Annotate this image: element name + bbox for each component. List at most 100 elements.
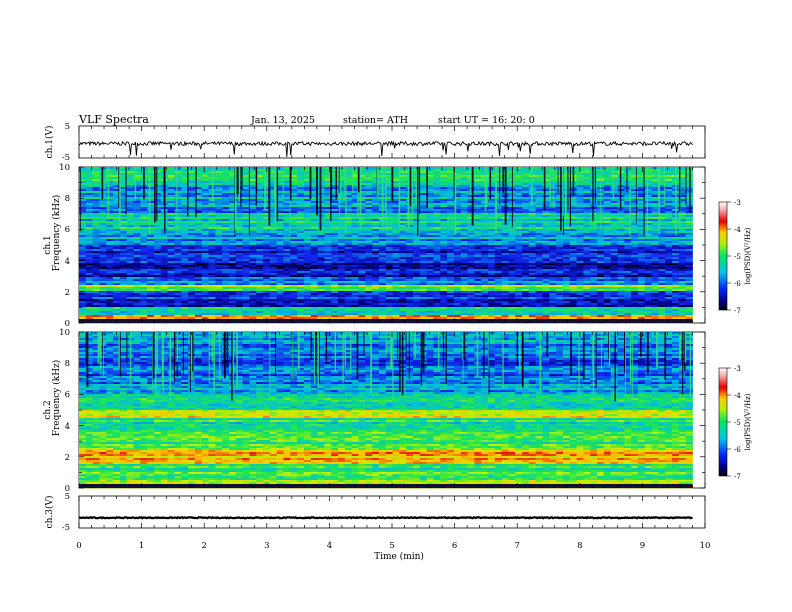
spectrogram-cell [637, 209, 646, 212]
spectrogram-cell [303, 175, 312, 178]
spectrogram-cell [610, 241, 618, 244]
spectrogram-cell [508, 241, 516, 244]
spectrogram-cell [440, 203, 448, 206]
spectrogram-cell [406, 205, 414, 208]
spectrogram-cell [133, 221, 141, 224]
spectrogram-cell [365, 253, 373, 256]
spectrogram-cell [467, 273, 475, 276]
spectrogram-cell [303, 225, 312, 228]
spectrogram-cell [631, 219, 639, 222]
spectrogram-cell [644, 187, 652, 190]
spectrogram-cell [651, 215, 659, 218]
spectrogram-cell [672, 263, 680, 266]
spectrogram-cell [522, 265, 530, 268]
spectrogram-cell [453, 267, 462, 270]
spectrogram-cell [672, 265, 680, 268]
spectrogram-cell [617, 249, 625, 252]
spectrogram-cell [303, 233, 312, 236]
spectrogram-cell [167, 247, 175, 250]
spectrogram-cell [215, 185, 223, 188]
spectrogram-cell [665, 205, 673, 208]
spectrogram-cell [222, 245, 230, 248]
spectrogram-cell [167, 275, 175, 278]
spectrogram-cell [106, 223, 114, 226]
spectrogram-cell [651, 231, 659, 234]
spectrogram-cell [344, 213, 353, 216]
spectrogram-cell [378, 235, 387, 238]
spectrogram-cell [174, 213, 182, 216]
spectrogram-cell [685, 215, 693, 218]
spectrogram-cell [419, 239, 428, 242]
spectrogram-cell [140, 249, 148, 252]
spectrogram-cell [358, 247, 366, 250]
spectrogram-cell [522, 227, 530, 230]
spectrogram-cell [522, 201, 530, 204]
spectrogram-cell [419, 249, 428, 252]
spectrogram-cell [324, 233, 332, 236]
spectrogram-cell [678, 239, 687, 242]
spectrogram-cell [576, 237, 584, 240]
spectrogram-cell [222, 239, 230, 242]
spectrogram-cell [413, 257, 421, 260]
spectrogram-cell [310, 267, 318, 270]
spectrogram-cell [426, 229, 434, 232]
spectrogram-cell [133, 253, 141, 256]
spectrogram-cell [583, 215, 591, 218]
spectrogram-cell [365, 235, 373, 238]
spectrogram-cell [228, 169, 237, 172]
spectrogram-cell [372, 233, 380, 236]
spectrogram-cell [215, 215, 223, 218]
spectrogram-cell [303, 203, 312, 206]
spectrogram-cell [487, 177, 496, 180]
spectrogram-cell [276, 249, 284, 252]
spectrogram-cell [447, 201, 455, 204]
spectrogram-cell [569, 273, 577, 276]
spectrogram-cell [344, 207, 353, 210]
spectrogram-cell [678, 169, 687, 172]
spectrogram-cell [672, 257, 680, 260]
spectrogram-cell [501, 235, 509, 238]
spectrogram-cell [201, 179, 209, 182]
spectrogram-cell [610, 243, 618, 246]
spectrogram-cell [365, 183, 373, 186]
spectrogram-cell [269, 265, 278, 268]
spectrogram-cell [433, 251, 441, 254]
spectrogram-cell [303, 201, 312, 204]
spectrogram-cell [290, 221, 298, 224]
spectrogram-cell [494, 209, 503, 212]
spectrogram-cell [119, 205, 128, 208]
spectrogram-cell [365, 177, 373, 180]
spectrogram-cell [276, 221, 284, 224]
spectrogram-cell [624, 229, 632, 232]
spectrogram-cell [317, 237, 325, 240]
spectrogram-cell [167, 245, 175, 248]
spectrogram-cell [85, 209, 94, 212]
spectrogram-cell [85, 251, 94, 254]
spectrogram-cell [481, 243, 489, 246]
spectrogram-cell [140, 213, 148, 216]
spectrogram-cell [413, 223, 421, 226]
spectrogram-cell [344, 201, 353, 204]
spectrogram-cell [562, 235, 571, 238]
spectrogram-cell [133, 197, 141, 200]
spectrogram-cell [678, 231, 687, 234]
spectrogram-cell [201, 269, 209, 272]
spectrogram-cell [256, 211, 264, 214]
spectrogram-cell [474, 255, 482, 258]
spectrogram-cell [665, 221, 673, 224]
spectrogram-cell [297, 267, 305, 270]
spectrogram-cell [365, 257, 373, 260]
spectrogram-cell [174, 209, 182, 212]
spectrogram-cell [324, 255, 332, 258]
spectrogram-cell [494, 223, 503, 226]
spectrogram-cell [562, 231, 571, 234]
spectrogram-cell [338, 251, 346, 254]
spectrogram-cell [576, 257, 584, 260]
spectrogram-cell [344, 195, 353, 198]
spectrogram-cell [651, 245, 659, 248]
spectrogram-cell [208, 259, 216, 262]
spectrogram-cell [378, 253, 387, 256]
spectrogram-cell [631, 243, 639, 246]
spectrogram-cell [119, 185, 128, 188]
spectrogram-cell [658, 263, 666, 266]
